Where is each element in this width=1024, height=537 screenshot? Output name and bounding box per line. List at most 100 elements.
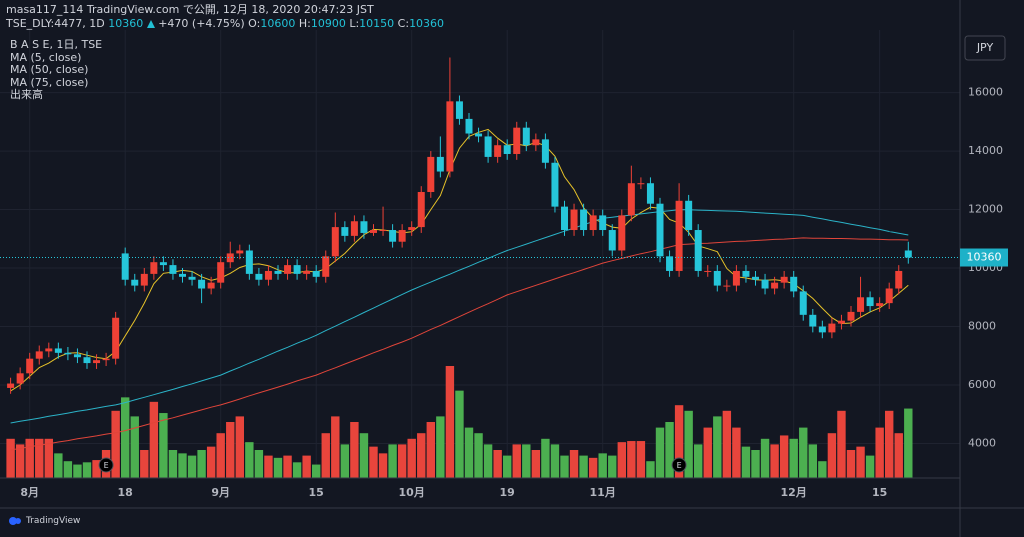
candle-body [198,279,206,289]
candle-body [436,156,444,172]
volume-bar [483,444,493,478]
candle-body [102,358,110,361]
volume-bar [503,455,512,478]
legend-entry[interactable]: MA (5, close) [10,50,82,64]
candle-body [675,200,683,271]
volume-bar [130,416,139,478]
volume-bar [904,408,913,478]
candle-body [723,285,731,287]
candle-body [475,133,483,137]
candle-body [465,118,473,134]
candle-body [398,230,406,242]
candle-body [608,230,616,251]
volume-bar [331,416,340,478]
volume-bar [178,453,187,478]
volume-bar [703,427,712,478]
volume-bar [837,410,846,478]
volume-bar [121,397,130,478]
candle-body [799,291,807,315]
x-tick-label: 15 [309,486,324,499]
volume-bar [464,427,474,478]
candle-body [713,270,721,286]
candle-body [303,270,311,274]
legend-entry[interactable]: MA (75, close) [10,75,89,89]
volume-bar [531,450,541,478]
candle-body [885,288,893,304]
volume-bar [206,446,216,478]
candle-body [150,262,158,274]
volume-bar [474,433,483,478]
candle-body [599,215,607,231]
candle-body [140,273,148,286]
volume-bar [359,433,369,478]
candle-body [350,221,358,236]
legend-entry[interactable]: MA (50, close) [10,63,89,77]
candle-body [217,262,225,283]
volume-bar [569,450,579,478]
candle-body [761,279,769,289]
volume-bar [856,446,865,478]
candle-body [389,230,397,242]
volume-bar [522,444,531,478]
legend: B A S E, 1日, TSE MA (5, close) MA (50, c… [10,38,103,102]
logo[interactable]: TradingView [8,516,80,526]
candle-body [207,282,215,289]
volume-bar [54,453,63,478]
candle-body [484,136,492,157]
volume-bar [694,444,703,478]
candle-body [627,183,635,216]
volume-bar [25,438,34,478]
volume-bar [741,446,751,478]
candle-body [93,360,101,364]
grid-layer [0,30,960,478]
volume-bar [92,460,101,478]
candle-body [704,270,712,272]
volume-bar [426,422,435,478]
volume-bar [226,422,235,478]
volume-bar [655,427,665,478]
candle-body [35,351,43,359]
volume-bar [598,453,607,478]
candle-body [685,200,693,231]
volume-bar [82,462,92,478]
candle-body [656,203,664,257]
volume-bar [732,427,741,478]
candle-body [179,273,186,277]
c-label: C: [397,17,410,30]
volume-bar [885,410,894,478]
volume-bar [264,455,273,478]
volume-bar [636,441,646,478]
volume-bar [350,422,359,478]
volume-bar [168,450,178,478]
event-marker [671,457,687,473]
x-tick-label: 18 [118,486,133,499]
y-tick-label: 12000 [968,203,1003,216]
candle-body [427,156,435,193]
event-marker [98,457,114,473]
volume-bar [254,450,264,478]
volume-bar [818,461,827,478]
candle-body [159,262,167,266]
x-tick-label: 8月 [20,486,39,499]
candle-body [818,326,826,333]
candle-body [245,250,253,274]
legend-entry[interactable]: B A S E, 1日, TSE [10,38,103,51]
x-tick-label: 11月 [590,486,616,499]
volume-bar [140,450,149,478]
candle-body [895,270,903,289]
l-value: 10150 [359,17,395,30]
legend-entry[interactable]: 出来高 [10,88,43,102]
candle-body [866,297,874,307]
last: 10360 [108,17,144,30]
x-tick-label: 12月 [781,486,807,499]
candle-body [293,265,301,274]
volume-bar [378,453,388,478]
volume-bar [63,461,73,478]
volume-bar [73,464,82,478]
volume-bar [15,444,25,478]
currency-box[interactable] [964,35,1006,61]
y-tick-label: 8000 [968,320,996,333]
candle-body [64,352,72,355]
candle-body [284,265,292,274]
volume-bar [455,390,464,478]
